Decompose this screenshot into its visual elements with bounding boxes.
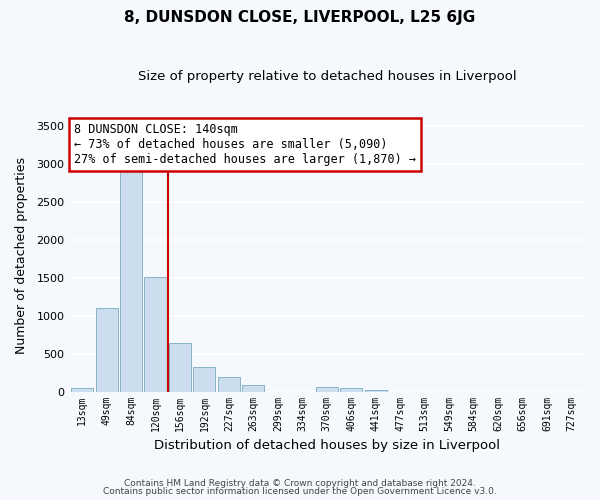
Bar — [242, 385, 265, 392]
Bar — [316, 387, 338, 392]
Bar — [120, 170, 142, 392]
Bar — [169, 343, 191, 392]
Text: Contains public sector information licensed under the Open Government Licence v3: Contains public sector information licen… — [103, 487, 497, 496]
Bar — [193, 368, 215, 392]
Bar — [365, 390, 387, 392]
Text: Contains HM Land Registry data © Crown copyright and database right 2024.: Contains HM Land Registry data © Crown c… — [124, 478, 476, 488]
X-axis label: Distribution of detached houses by size in Liverpool: Distribution of detached houses by size … — [154, 440, 500, 452]
Bar — [340, 388, 362, 392]
Text: 8 DUNSDON CLOSE: 140sqm
← 73% of detached houses are smaller (5,090)
27% of semi: 8 DUNSDON CLOSE: 140sqm ← 73% of detache… — [74, 123, 416, 166]
Bar — [95, 308, 118, 392]
Bar — [71, 388, 93, 392]
Title: Size of property relative to detached houses in Liverpool: Size of property relative to detached ho… — [137, 70, 516, 83]
Y-axis label: Number of detached properties: Number of detached properties — [15, 157, 28, 354]
Text: 8, DUNSDON CLOSE, LIVERPOOL, L25 6JG: 8, DUNSDON CLOSE, LIVERPOOL, L25 6JG — [124, 10, 476, 25]
Bar — [145, 278, 167, 392]
Bar — [218, 377, 240, 392]
